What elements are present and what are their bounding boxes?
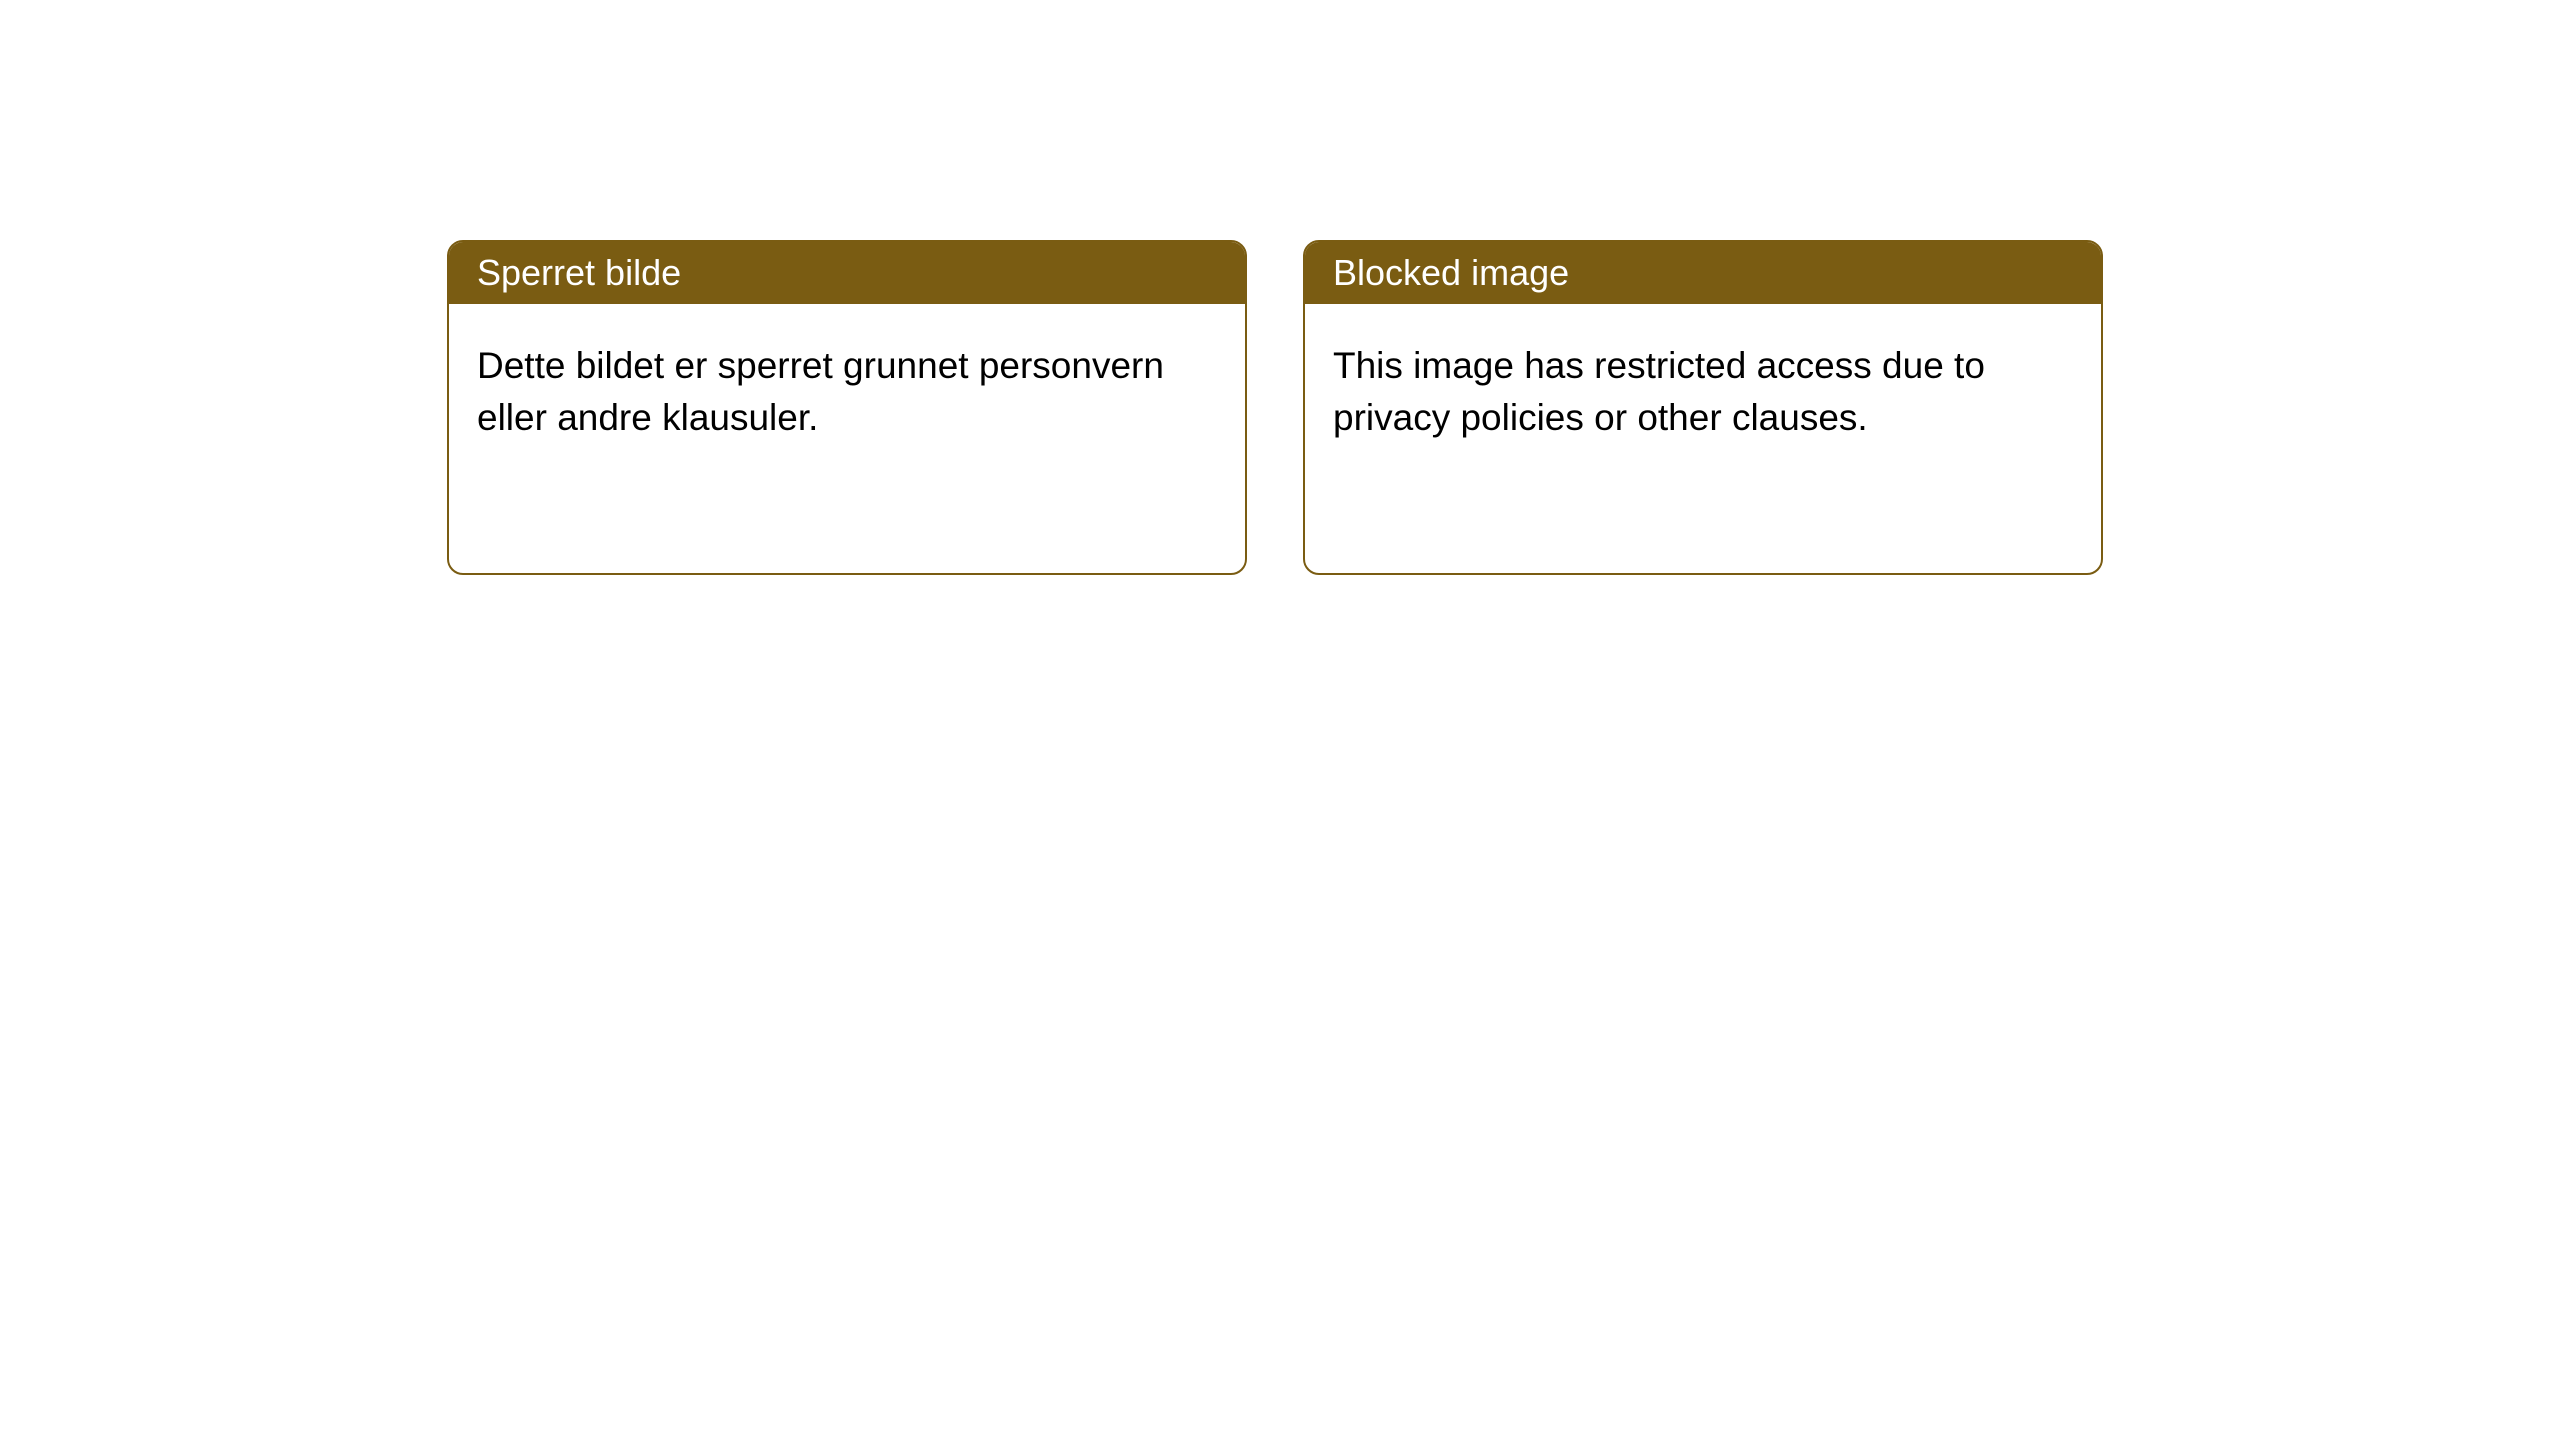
card-title: Blocked image — [1333, 252, 1569, 293]
card-title: Sperret bilde — [477, 252, 681, 293]
card-body: This image has restricted access due to … — [1305, 304, 2101, 480]
card-header: Sperret bilde — [449, 242, 1245, 304]
card-body-text: Dette bildet er sperret grunnet personve… — [477, 345, 1164, 438]
cards-container: Sperret bilde Dette bildet er sperret gr… — [0, 0, 2560, 575]
info-card-norwegian: Sperret bilde Dette bildet er sperret gr… — [447, 240, 1247, 575]
card-body: Dette bildet er sperret grunnet personve… — [449, 304, 1245, 480]
card-body-text: This image has restricted access due to … — [1333, 345, 1985, 438]
info-card-english: Blocked image This image has restricted … — [1303, 240, 2103, 575]
card-header: Blocked image — [1305, 242, 2101, 304]
